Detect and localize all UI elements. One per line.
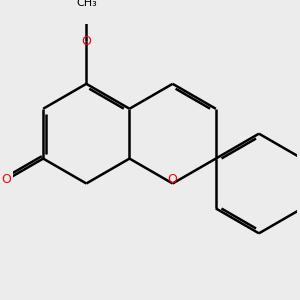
Text: O: O	[168, 173, 178, 186]
Text: O: O	[2, 173, 11, 186]
Text: O: O	[81, 35, 91, 48]
Text: CH₃: CH₃	[76, 0, 97, 8]
